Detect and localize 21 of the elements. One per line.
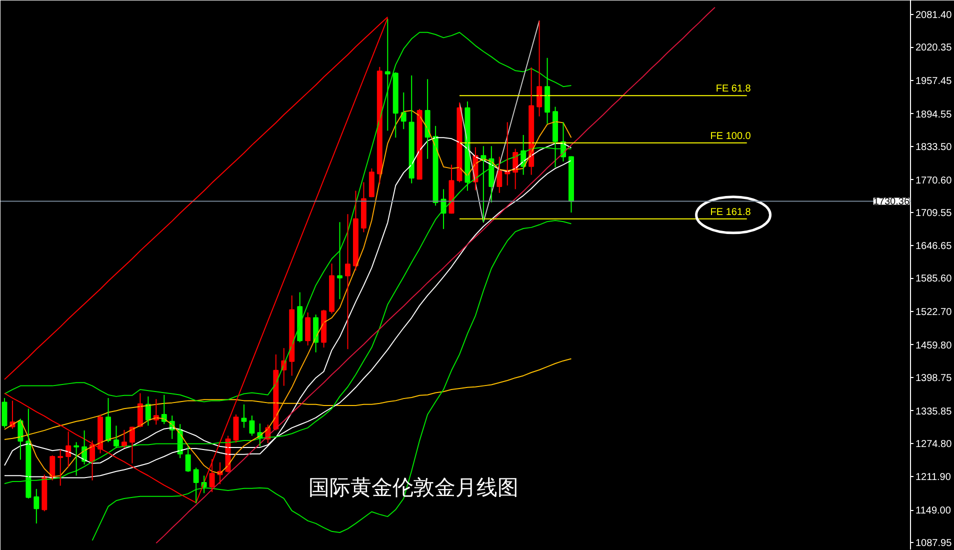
- y-tick-label: 2020.35: [916, 42, 952, 54]
- y-tick-label: 1211.90: [916, 472, 952, 484]
- series-label: FE 61.8: [716, 84, 752, 95]
- y-tick-label: 1335.85: [916, 406, 952, 418]
- ref-line-label: 1730.36: [873, 196, 910, 208]
- series-label: FE 100.0: [710, 130, 752, 142]
- series-label: FE 161.8: [710, 206, 752, 218]
- y-tick-label: 1274.80: [916, 438, 952, 450]
- y-tick-label: 1149.00: [916, 506, 952, 517]
- y-tick-label: 1770.60: [916, 175, 952, 186]
- y-tick-label: 1894.55: [916, 109, 952, 120]
- y-tick-label: 1709.55: [916, 208, 952, 219]
- y-tick-label: 1087.95: [916, 538, 952, 550]
- y-tick-label: 1646.65: [916, 241, 952, 252]
- y-tick-label: 1833.50: [916, 142, 952, 153]
- y-tick-label: 1522.70: [916, 307, 952, 318]
- y-tick-label: 1459.80: [916, 340, 952, 352]
- y-tick-label: 1398.75: [916, 372, 952, 384]
- y-tick-label: 2081.40: [916, 10, 952, 22]
- y-tick-label: 1957.45: [916, 76, 952, 88]
- y-tick-label: 1585.60: [916, 274, 952, 285]
